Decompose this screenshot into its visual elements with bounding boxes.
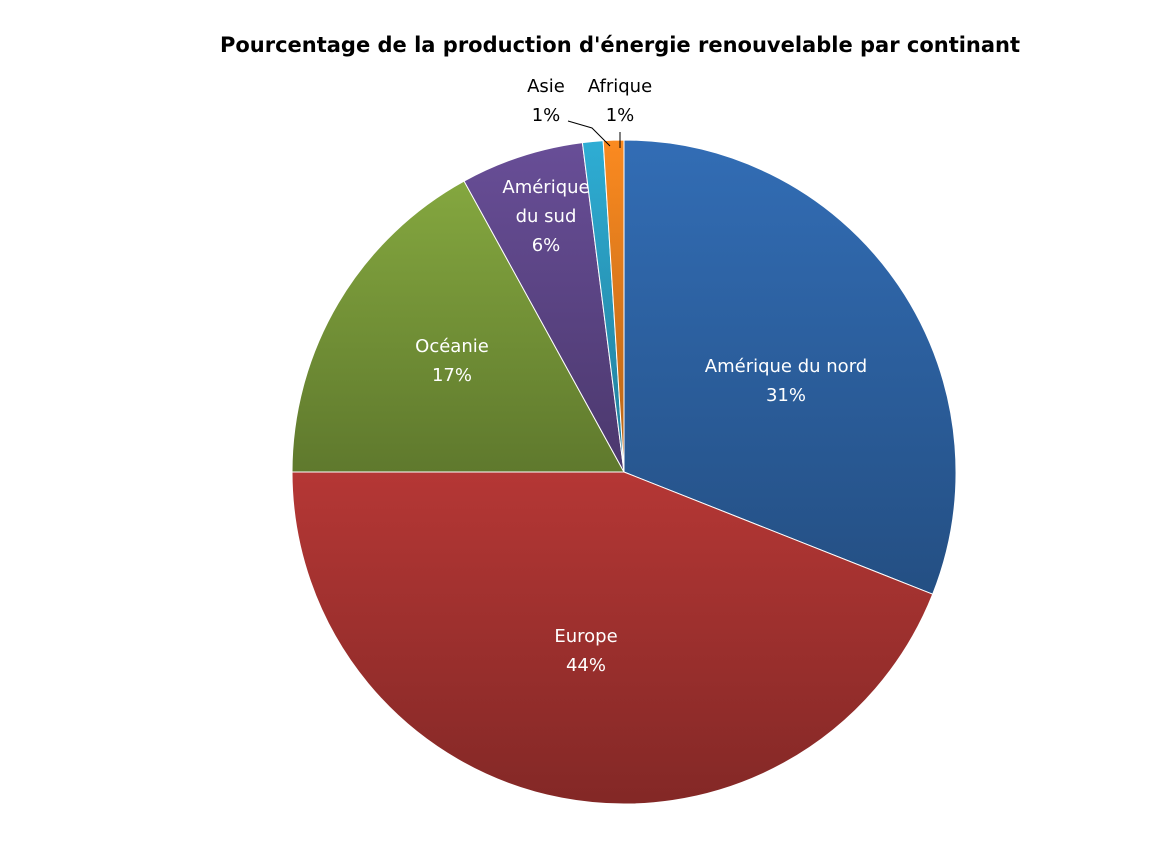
slice-value-label: 31% — [766, 385, 806, 406]
pie-slices — [291, 139, 957, 805]
slice-name-label: Océanie — [415, 336, 489, 357]
pie-slice-5 — [602, 139, 625, 473]
slice-name-label: Amérique du nord — [705, 356, 867, 377]
slice-name-label: Afrique — [588, 76, 652, 97]
pie-slice-2 — [291, 180, 625, 473]
leader-lines — [567, 120, 621, 148]
slice-label-3: Amérique du sud 6% — [502, 177, 589, 256]
pie-slice-0 — [623, 139, 957, 595]
slice-value-label: 17% — [432, 365, 472, 386]
leader-line-4 — [567, 120, 611, 147]
slice-value-label: 6% — [532, 235, 561, 256]
slice-value-label: 1% — [606, 105, 635, 126]
slice-label-1: Europe 44% — [554, 626, 617, 676]
slice-labels: Amérique du nord 31% Europe 44% Océanie 17% Am… — [415, 76, 867, 676]
pie-slice-1 — [291, 471, 934, 805]
slice-name-label: Amérique — [502, 177, 589, 198]
slice-label-4: Asie 1% — [527, 76, 565, 126]
slice-label-0: Amérique du nord 31% — [705, 356, 867, 406]
slice-name-label: du sud — [516, 206, 577, 227]
chart-title: Pourcentage de la production d'énergie r… — [220, 33, 1020, 57]
pie-slice-3 — [463, 142, 625, 473]
slice-value-label: 1% — [532, 105, 561, 126]
slice-name-label: Europe — [554, 626, 617, 647]
slice-name-label: Asie — [527, 76, 565, 97]
slice-label-5: Afrique 1% — [588, 76, 652, 126]
slice-value-label: 44% — [566, 655, 606, 676]
slice-label-2: Océanie 17% — [415, 336, 489, 386]
